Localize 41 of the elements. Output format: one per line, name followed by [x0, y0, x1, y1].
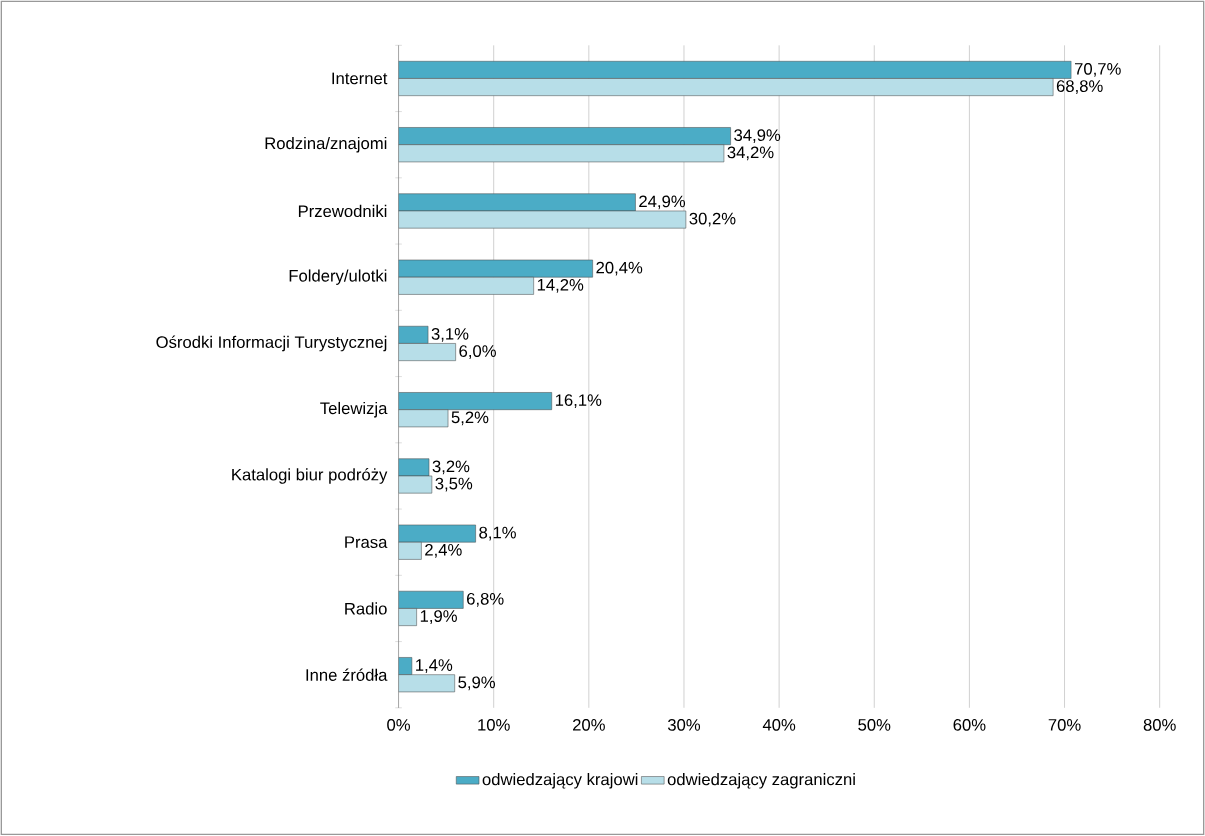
data-label: 6,0% — [459, 345, 496, 360]
y-tick-label: Inne źródła — [306, 668, 388, 682]
x-tick-label: 80% — [1143, 719, 1176, 731]
y-tick-label: Foldery/ulotki — [289, 269, 387, 286]
data-label: 16,1% — [555, 394, 602, 409]
y-tick-label: Prasa — [345, 536, 388, 549]
x-tick-label: 30% — [667, 719, 701, 731]
data-label: 14,2% — [537, 279, 584, 293]
data-label: 3,1% — [431, 328, 469, 342]
data-label: 20,4% — [596, 261, 643, 276]
data-label: 70,7% — [1074, 63, 1121, 77]
legend-label: odwiedzający zagraniczni — [667, 773, 855, 789]
x-tick-label: 0% — [387, 719, 410, 731]
data-label: 8,1% — [479, 526, 516, 541]
y-tick-label: Przewodniki — [298, 204, 387, 218]
data-label: 2,4% — [425, 544, 462, 558]
y-tick-label: Radio — [345, 602, 387, 615]
data-label: 34,2% — [727, 146, 774, 161]
y-tick-label: Rodzina/znajomi — [265, 137, 387, 153]
data-label: 68,8% — [1056, 80, 1103, 95]
y-tick-label: Internet — [332, 72, 388, 85]
y-tick-label: Telewizja — [320, 402, 388, 418]
y-tick-label: Katalogi biur podróży — [232, 468, 388, 484]
data-label: 5,9% — [458, 676, 495, 691]
data-label: 34,9% — [734, 129, 781, 144]
x-tick-label: 50% — [858, 719, 891, 731]
data-label: 24,9% — [639, 195, 686, 210]
x-tick-label: 60% — [953, 719, 986, 731]
x-tick-label: 10% — [478, 719, 510, 731]
data-label: 1,4% — [416, 659, 453, 674]
legend-label: odwiedzający krajowi — [482, 773, 638, 789]
x-tick-label: 20% — [573, 719, 605, 731]
x-tick-label: 40% — [762, 719, 796, 731]
data-label: 3,2% — [432, 460, 470, 475]
data-label: 3,5% — [435, 477, 473, 492]
x-tick-label: 70% — [1048, 719, 1081, 731]
data-label: 6,8% — [467, 593, 504, 607]
data-label: 30,2% — [689, 212, 736, 227]
data-label: 1,9% — [420, 610, 457, 625]
data-label: 5,2% — [451, 411, 489, 426]
y-tick-label: Ośrodki Informacji Turystycznej — [156, 335, 387, 352]
